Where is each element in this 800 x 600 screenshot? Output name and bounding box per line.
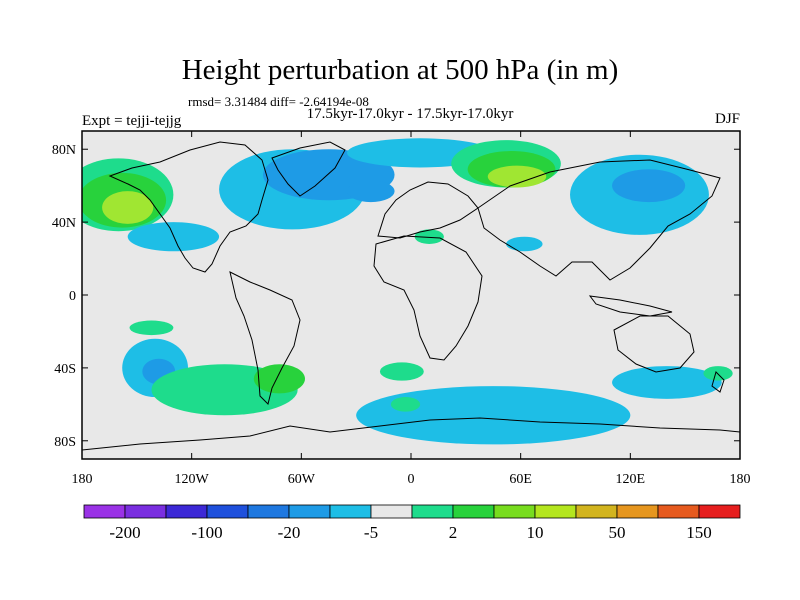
colorbar-label: 10 (527, 523, 544, 542)
contour-region-14 (414, 229, 444, 244)
x-tick-label: 60E (509, 472, 532, 487)
colorbar-swatch (370, 504, 413, 519)
colorbar-swatch (83, 504, 126, 519)
contour-region-12 (612, 169, 686, 203)
y-tick-label: 80N (52, 143, 76, 158)
colorbar-swatch (616, 504, 659, 519)
contour-region-21 (356, 386, 631, 445)
contour-region-7 (347, 180, 395, 203)
contour-region-15 (129, 320, 174, 336)
coastline-greenland (271, 141, 346, 197)
contour-region-13 (506, 236, 543, 252)
x-tick-label: 0 (408, 472, 415, 487)
coastline-indonesia (588, 295, 673, 317)
coastline-south-america (229, 271, 301, 405)
colorbar: -200 -100 -20 -5 2 10 50 150 (83, 504, 741, 542)
colorbar-label: -100 (191, 523, 222, 542)
colorbar-swatch (493, 504, 536, 519)
coastline-new-zealand (711, 371, 725, 393)
colorbar-swatch (657, 504, 700, 519)
colorbar-label: 50 (609, 523, 626, 542)
coastline-europe (377, 181, 479, 239)
coastline-africa (373, 235, 483, 361)
contour-region-2 (102, 191, 154, 224)
coastline-asia (477, 159, 721, 281)
chart-title: Height perturbation at 500 hPa (in m) (181, 54, 619, 86)
y-tick-label: 80S (54, 435, 76, 450)
colorbar-swatch (411, 504, 454, 519)
coastline-layer (82, 141, 740, 451)
x-tick-label: 120E (616, 472, 646, 487)
colorbar-label: 2 (449, 523, 458, 542)
colorbar-swatch (288, 504, 331, 519)
colorbar-label: -200 (109, 523, 140, 542)
x-tick-label: 180 (72, 472, 93, 487)
colorbar-swatch (534, 504, 577, 519)
x-tick-label: 180 (730, 472, 751, 487)
colorbar-swatch (452, 504, 495, 519)
contour-fill-layer (82, 138, 733, 445)
colorbar-label: -5 (364, 523, 378, 542)
contour-region-10 (487, 165, 547, 188)
stats-label: rmsd= 3.31484 diff= -2.64194e-08 (188, 94, 369, 109)
colorbar-swatch (247, 504, 290, 519)
contour-region-19 (253, 364, 305, 394)
colorbar-swatch (124, 504, 167, 519)
y-tick-label: 40N (52, 216, 76, 231)
coastline-north-america (108, 141, 269, 273)
contour-region-20 (379, 362, 424, 381)
season-label: DJF (714, 111, 740, 127)
colorbar-swatch (575, 504, 618, 519)
colorbar-swatch (329, 504, 372, 519)
contour-region-24 (703, 366, 733, 381)
y-tick-label: 0 (69, 289, 76, 304)
coastline-antarctica (82, 417, 740, 451)
contour-region-22 (390, 397, 421, 412)
x-tick-label: 60W (288, 472, 316, 487)
colorbar-swatch (698, 504, 741, 519)
colorbar-label: 150 (686, 523, 712, 542)
x-tick-label: 120W (175, 472, 210, 487)
experiment-label: Expt = tejji-tejjg (82, 113, 182, 129)
colorbar-label: -20 (278, 523, 301, 542)
chart-subtitle: 17.5kyr-17.0kyr - 17.5kyr-17.0kyr (306, 106, 514, 122)
y-tick-label: 40S (54, 362, 76, 377)
y-axis: 80N 40N 0 40S 80S (52, 143, 740, 450)
colorbar-swatch (206, 504, 249, 519)
colorbar-swatch (165, 504, 208, 519)
contour-region-23 (612, 366, 722, 399)
coastline-australia (613, 315, 695, 373)
x-axis: 180 120W 60W 0 60E 120E 180 (72, 131, 751, 487)
